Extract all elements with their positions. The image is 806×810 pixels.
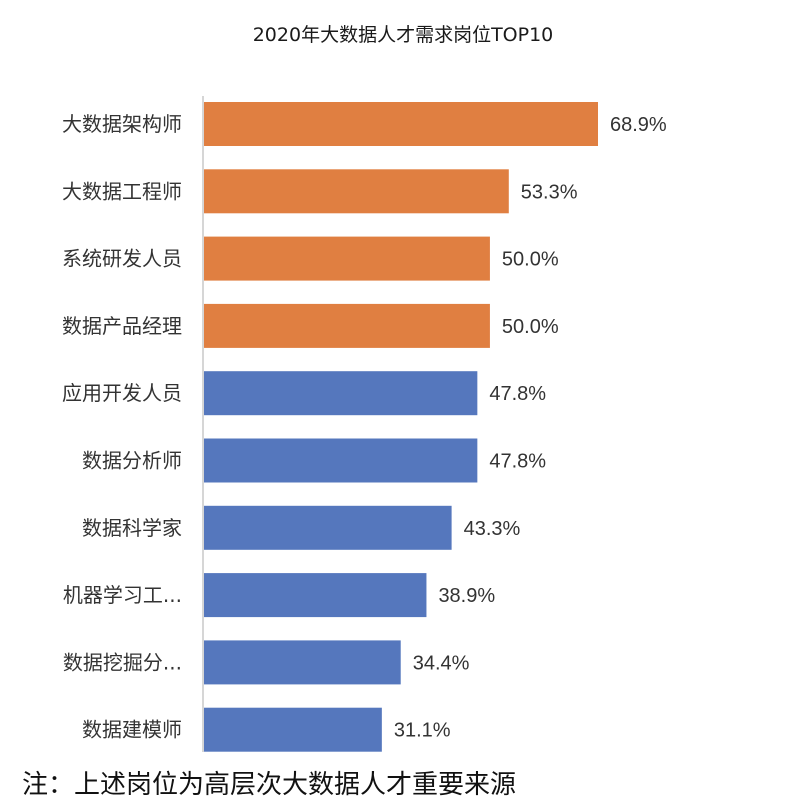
- category-label: 数据建模师: [82, 718, 182, 742]
- category-label: 数据产品经理: [62, 314, 182, 338]
- data-label: 34.4%: [413, 652, 470, 674]
- bar-1: [204, 102, 598, 146]
- chart-title: 2020年大数据人才需求岗位TOP10: [252, 24, 554, 46]
- bar-7: [204, 505, 452, 550]
- data-label: 38.9%: [438, 585, 495, 607]
- data-label: 47.8%: [489, 383, 546, 405]
- data-label: 47.8%: [489, 451, 546, 473]
- bar-6: [204, 438, 478, 483]
- bar-5: [204, 371, 478, 416]
- bars-group: 大数据架构师 68.9% 大数据工程师 53.3% 系统研发人员 50.0% 数据产品经理 5…: [62, 102, 667, 752]
- data-label: 53.3%: [521, 181, 578, 203]
- data-label: 50.0%: [502, 249, 559, 271]
- category-label: 大数据架构师: [62, 112, 182, 136]
- data-label: 68.9%: [610, 114, 667, 136]
- data-label: 31.1%: [394, 720, 451, 742]
- category-label: 系统研发人员: [62, 247, 182, 271]
- bar-8: [204, 573, 427, 618]
- bar-chart: 大数据架构师 68.9% 大数据工程师 53.3% 系统研发人员 50.0% 数据产品经理 5…: [62, 96, 667, 752]
- bar-9: [204, 640, 401, 685]
- data-label: 43.3%: [464, 518, 521, 540]
- category-label: 数据科学家: [82, 516, 182, 540]
- category-label: 应用开发人员: [62, 381, 182, 405]
- category-label: 机器学习工...: [63, 583, 182, 607]
- footnote: 注：上述岗位为高层次大数据人才重要来源: [22, 770, 517, 800]
- category-label: 数据分析师: [82, 449, 182, 473]
- category-label: 数据挖掘分...: [63, 650, 182, 674]
- bar-2: [204, 169, 509, 214]
- bar-4: [204, 303, 490, 348]
- category-label: 大数据工程师: [62, 179, 182, 203]
- bar-3: [204, 236, 490, 281]
- bar-10: [204, 707, 382, 752]
- data-label: 50.0%: [502, 316, 559, 338]
